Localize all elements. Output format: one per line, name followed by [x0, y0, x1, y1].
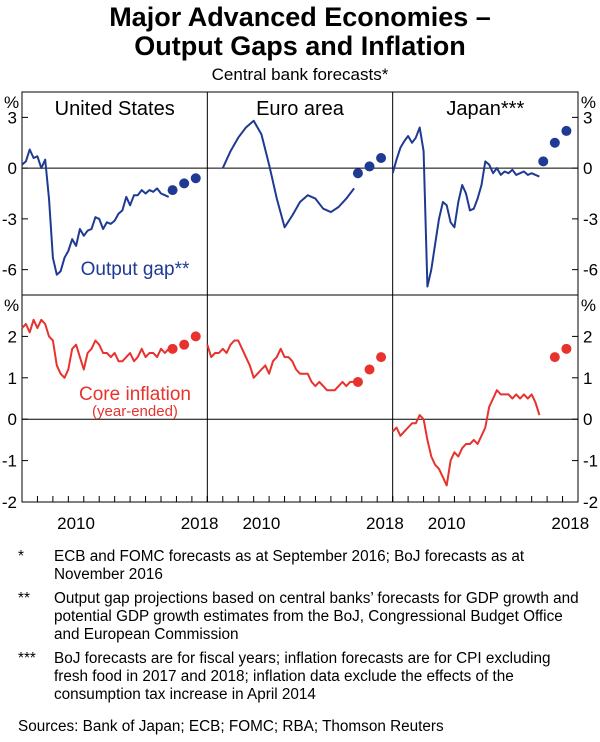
chart-title-line1: Major Advanced Economies –: [109, 2, 491, 32]
y-tick-label-left: -6: [2, 261, 17, 280]
core-inflation-label: Core inflation: [79, 384, 191, 405]
footnote-marker: **: [18, 590, 30, 607]
y-tick-label-right: -2: [583, 493, 598, 512]
footnote: ** Output gap projections based on centr…: [18, 590, 588, 644]
output-gap-forecast-point: [538, 156, 549, 167]
chart-title-line2: Output Gaps and Inflation: [134, 31, 465, 61]
x-tick-label: 2010: [57, 514, 95, 533]
y-tick-label-right: 0: [583, 410, 592, 429]
x-tick-label: 2018: [366, 514, 404, 533]
output-gap-forecast-point: [190, 173, 201, 184]
core-inflation-forecast-point: [364, 364, 375, 375]
core-inflation-series-third: [391, 389, 541, 487]
output-gap-label: Output gap**: [81, 259, 190, 280]
output-gap-series-second: [221, 119, 355, 229]
chart-figure: Major Advanced Economies – Output Gaps a…: [2, 2, 598, 533]
output-gap-forecast-point: [561, 125, 572, 136]
y-tick-label-left: 1: [8, 369, 17, 388]
y-unit-left: %: [4, 296, 19, 315]
y-tick-label-left: -3: [2, 210, 17, 229]
footnote-marker: ***: [18, 650, 36, 667]
y-tick-label-left: 3: [8, 108, 17, 127]
panel-title: Japan***: [446, 98, 524, 120]
output-gap-forecast-point: [352, 168, 363, 179]
x-tick-label: 2010: [428, 514, 466, 533]
output-gap-forecast-point: [376, 152, 387, 163]
y-tick-label-right: 0: [583, 159, 592, 178]
footnote-marker: *: [18, 548, 24, 565]
y-tick-label-right: -1: [583, 452, 598, 471]
y-tick-label-left: 0: [8, 410, 17, 429]
core-inflation-forecast-point: [352, 376, 363, 387]
plot-frame: [21, 91, 579, 503]
output-gap-series-third: [391, 126, 540, 288]
y-tick-label-left: 0: [8, 159, 17, 178]
y-tick-label-left: -2: [2, 493, 17, 512]
core-inflation-forecast-point: [561, 343, 572, 354]
footnote-text: Output gap projections based on central …: [54, 590, 579, 643]
footnote-text: BoJ forecasts are for fiscal years; infl…: [54, 650, 551, 703]
y-tick-label-left: -1: [2, 452, 17, 471]
core-inflation-forecast-point: [167, 343, 178, 354]
y-unit-left: %: [4, 93, 19, 112]
output-gap-forecast-point: [179, 178, 190, 189]
core-inflation-forecast-point: [549, 352, 560, 363]
footnote: * ECB and FOMC forecasts as at September…: [18, 548, 588, 584]
core-inflation-forecast-point: [179, 339, 190, 350]
footnotes: * ECB and FOMC forecasts as at September…: [18, 548, 588, 710]
y-unit-right: %: [581, 296, 596, 315]
panel-title: Euro area: [256, 98, 345, 120]
output-gap-series-first: [21, 148, 170, 276]
output-gap-forecast-point: [167, 185, 178, 196]
y-tick-label-right: 2: [583, 327, 592, 346]
sources: Sources: Bank of Japan; ECB; FOMC; RBA; …: [18, 718, 444, 735]
y-tick-label-right: 3: [583, 108, 592, 127]
x-tick-label: 2010: [242, 514, 280, 533]
y-tick-label-left: 2: [8, 327, 17, 346]
x-tick-label: 2018: [181, 514, 219, 533]
panel-title: United States: [55, 98, 175, 120]
core-inflation-sublabel: (year-ended): [92, 403, 178, 420]
y-tick-label-right: -3: [583, 210, 598, 229]
core-inflation-series-second: [206, 339, 355, 392]
x-tick-label: 2018: [551, 514, 589, 533]
footnote: *** BoJ forecasts are for fiscal years; …: [18, 650, 588, 704]
footnote-text: ECB and FOMC forecasts as at September 2…: [54, 548, 525, 583]
core-inflation-forecast-point: [376, 352, 387, 363]
y-tick-label-right: 1: [583, 369, 592, 388]
core-inflation-series-first: [21, 318, 170, 379]
core-inflation-forecast-point: [190, 331, 201, 342]
y-unit-right: %: [581, 93, 596, 112]
chart-subtitle: Central bank forecasts*: [212, 65, 389, 84]
output-gap-forecast-point: [549, 137, 560, 148]
y-tick-label-right: -6: [583, 261, 598, 280]
output-gap-forecast-point: [364, 161, 375, 172]
